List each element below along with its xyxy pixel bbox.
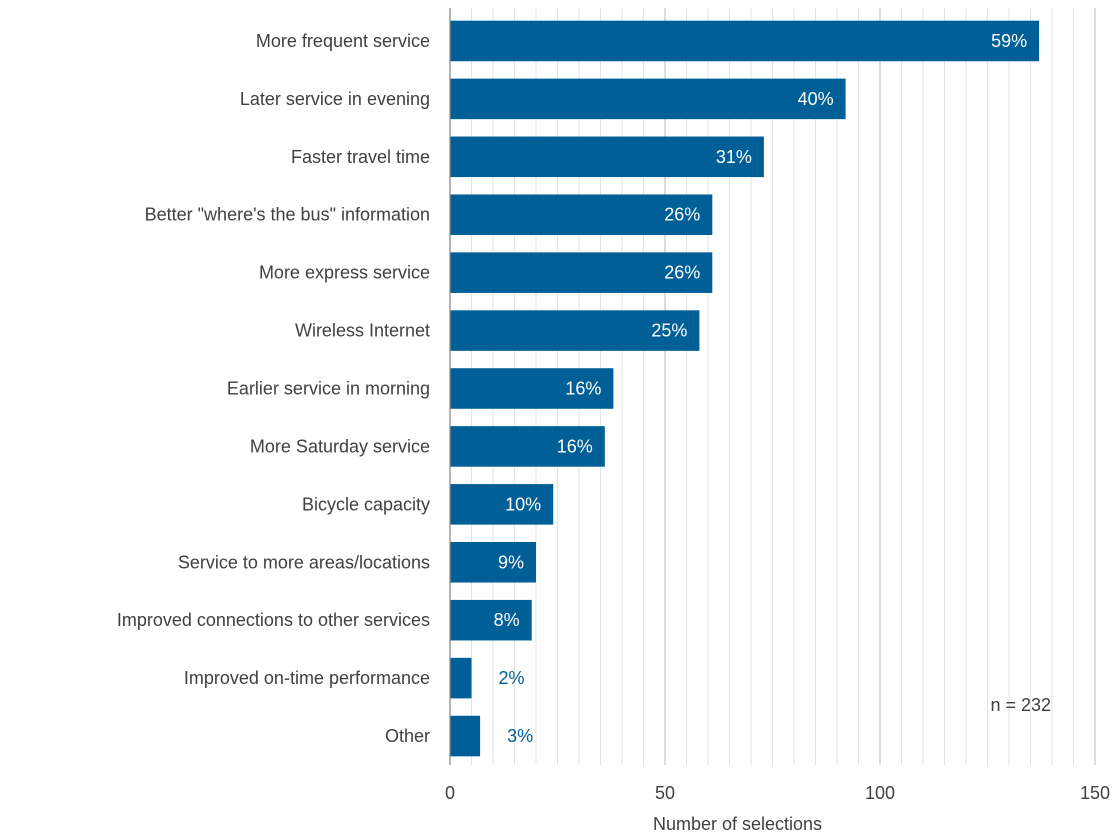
bars: [450, 20, 1040, 757]
data-label: 2%: [498, 668, 524, 688]
data-label: 40%: [798, 89, 834, 109]
x-tick-label: 150: [1080, 783, 1110, 803]
category-label: Faster travel time: [291, 147, 430, 167]
bar: [450, 252, 713, 293]
bar: [450, 368, 614, 409]
x-tick-label: 50: [655, 783, 675, 803]
category-label: Earlier service in morning: [227, 379, 430, 399]
x-tick-labels: 0 50 100 150: [445, 783, 1110, 803]
bar: [450, 657, 472, 699]
sample-size-annotation: n = 232: [990, 695, 1051, 715]
data-label: 26%: [664, 263, 700, 283]
data-label: 25%: [651, 321, 687, 341]
category-label: Later service in evening: [240, 89, 430, 109]
gridlines: [471, 8, 1096, 765]
bar: [450, 484, 554, 525]
data-label: 59%: [991, 31, 1027, 51]
bar: [450, 541, 536, 583]
x-tick-label: 0: [445, 783, 455, 803]
data-label: 26%: [664, 205, 700, 225]
bar: [450, 715, 481, 757]
category-label: More express service: [259, 263, 430, 283]
data-label: 3%: [507, 726, 533, 746]
category-label: More frequent service: [256, 31, 430, 51]
category-label: Better "where's the bus" information: [145, 205, 430, 225]
category-label: More Saturday service: [250, 436, 430, 456]
data-labels: 59% 40% 31% 26% 26% 25% 16% 16% 10% 9% 8% 2% 3%: [494, 31, 1027, 746]
category-label: Bicycle capacity: [302, 494, 430, 514]
data-label: 16%: [557, 436, 593, 456]
data-label: 10%: [505, 494, 541, 514]
bar: [450, 20, 1040, 62]
bar: [450, 599, 532, 641]
data-label: 8%: [494, 610, 520, 630]
category-label: Improved connections to other services: [117, 610, 430, 630]
bar: [450, 78, 846, 120]
bar: [450, 194, 713, 236]
data-label: 31%: [716, 147, 752, 167]
category-label: Wireless Internet: [295, 321, 430, 341]
category-label: Improved on-time performance: [184, 668, 430, 688]
category-label: Service to more areas/locations: [178, 552, 430, 572]
category-labels: More frequent service Later service in ev…: [117, 31, 430, 746]
data-label: 9%: [498, 552, 524, 572]
category-label: Other: [385, 726, 430, 746]
bar: [450, 310, 700, 351]
bar: [450, 136, 764, 178]
x-axis-title: Number of selections: [653, 814, 822, 834]
bar: [450, 426, 605, 467]
x-tick-label: 100: [865, 783, 895, 803]
data-label: 16%: [565, 379, 601, 399]
